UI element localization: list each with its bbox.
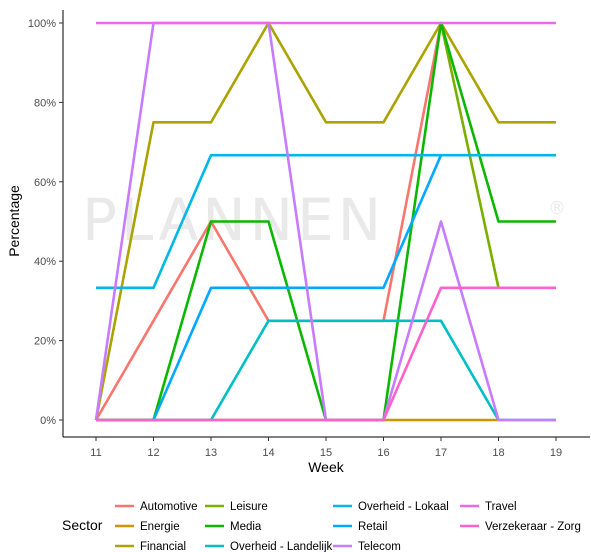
series-line-7: [152, 154, 443, 421]
x-tick-label: 14: [262, 447, 274, 459]
legend-label: Travel: [485, 501, 517, 513]
y-ticks: 0% 20% 40% 60% 80% 100%: [28, 18, 63, 427]
axes: 0% 20% 40% 60% 80% 100% 11 12 13 14 15 16 17 18 19 We…: [6, 10, 590, 475]
legend-title: Sector: [62, 517, 103, 533]
legend-label: Financial: [140, 541, 186, 552]
x-tick-label: 11: [90, 447, 101, 459]
x-tick-label: 18: [492, 447, 504, 459]
legend-label: Retail: [358, 521, 387, 533]
series-layer: [94, 21, 556, 422]
legend-label: Media: [230, 521, 262, 533]
y-tick-label: 20%: [34, 336, 56, 348]
series-line-10: [96, 286, 556, 422]
series-line-5: [96, 319, 556, 422]
plot-area: PLANNEN ®: [82, 21, 570, 422]
x-tick-label: 16: [377, 447, 389, 459]
watermark-text: PLANNEN: [82, 186, 385, 254]
x-axis-title: Week: [308, 459, 345, 475]
legend-label: Overheid - Landelijk: [230, 541, 333, 552]
x-tick-label: 19: [550, 447, 562, 459]
y-tick-label: 100%: [28, 18, 56, 30]
y-tick-label: 40%: [34, 256, 56, 268]
watermark-registered-icon: ®: [548, 198, 570, 219]
legend-label: Leisure: [230, 501, 268, 513]
legend-label: Energie: [140, 521, 180, 533]
x-ticks: 11 12 13 14 15 16 17 18 19: [90, 437, 562, 459]
y-tick-label: 60%: [34, 177, 56, 189]
series-line-6: [96, 153, 556, 290]
legend-label: Overheid - Lokaal: [358, 501, 449, 513]
x-tick-label: 17: [435, 447, 447, 459]
x-tick-label: 12: [147, 447, 159, 459]
legend-label: Verzekeraar - Zorg: [485, 521, 581, 533]
series-line-2: [94, 21, 556, 421]
legend: Sector Automotive Energie Financial Leisure…: [62, 501, 581, 552]
legend-label: Automotive: [140, 501, 198, 513]
legend-label: Telecom: [358, 541, 401, 552]
y-axis-title: Percentage: [6, 185, 22, 257]
y-tick-label: 80%: [34, 97, 56, 109]
x-tick-label: 13: [205, 447, 217, 459]
y-tick-label: 0%: [40, 415, 56, 427]
x-tick-label: 15: [320, 447, 332, 459]
